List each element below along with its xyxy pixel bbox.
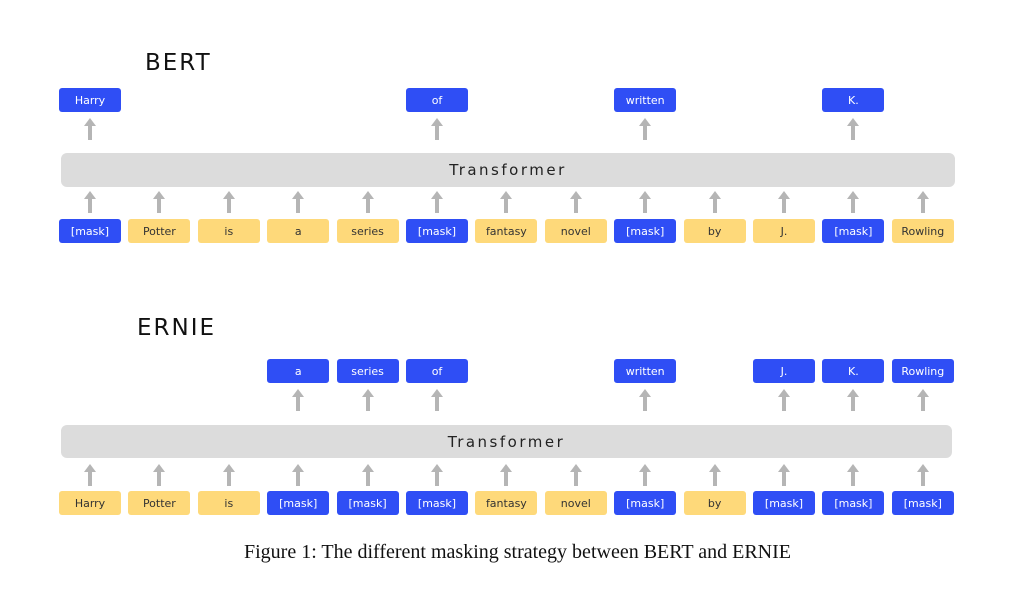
ernie-input-token: Potter — [128, 491, 191, 515]
ernie-input-token: is — [197, 491, 260, 515]
bert-input-token: is — [197, 219, 260, 243]
ernie-input-token: [mask] — [614, 491, 677, 515]
ernie-output-arrow-icon — [361, 389, 374, 411]
ernie-input-token: fantasy — [475, 491, 538, 515]
ernie-input-arrow-icon — [361, 464, 374, 486]
ernie-input-arrow-icon — [84, 464, 96, 486]
bert-output-arrow-icon — [639, 118, 652, 140]
ernie-output-token: of — [406, 359, 468, 383]
ernie-input-arrow-icon — [569, 464, 582, 486]
ernie-output-arrow-icon — [916, 389, 929, 411]
ernie-input-token: [mask] — [336, 491, 399, 515]
ernie-input-token: [mask] — [753, 491, 815, 515]
ernie-input-arrow-icon — [222, 464, 235, 486]
bert-input-arrow-icon — [500, 191, 513, 213]
ernie-output-token: a — [267, 359, 330, 383]
ernie-input-token: [mask] — [891, 491, 954, 515]
ernie-input-arrow-icon — [431, 464, 443, 486]
bert-input-arrow-icon — [916, 191, 929, 213]
ernie-input-token: [mask] — [822, 491, 885, 515]
bert-input-token: [mask] — [822, 219, 885, 243]
ernie-input-arrow-icon — [708, 464, 721, 486]
ernie-output-arrow-icon — [292, 389, 305, 411]
ernie-output-token: K. — [822, 359, 885, 383]
bert-input-arrow-icon — [847, 191, 860, 213]
ernie-output-arrow-icon — [847, 389, 860, 411]
ernie-input-token: [mask] — [406, 491, 468, 515]
bert-output-token: K. — [822, 88, 885, 112]
bert-input-token: J. — [753, 219, 815, 243]
bert-input-arrow-icon — [431, 191, 443, 213]
bert-input-token: fantasy — [475, 219, 538, 243]
ernie-input-arrow-icon — [500, 464, 513, 486]
ernie-input-arrow-icon — [778, 464, 790, 486]
bert-input-arrow-icon — [569, 191, 582, 213]
figure-caption: Figure 1: The different masking strategy… — [243, 541, 791, 563]
ernie-output-token: Rowling — [891, 359, 954, 383]
bert-input-token: Potter — [128, 219, 191, 243]
bert-input-token: a — [267, 219, 330, 243]
ernie-output-token: written — [614, 359, 677, 383]
ernie-output-token: series — [336, 359, 399, 383]
bert-transformer-block: Transformer — [61, 153, 955, 187]
bert-input-arrow-icon — [778, 191, 790, 213]
bert-output-token: of — [406, 88, 468, 112]
bert-input-token: [mask] — [59, 219, 121, 243]
ernie-input-token: [mask] — [267, 491, 330, 515]
bert-input-arrow-icon — [708, 191, 721, 213]
bert-input-arrow-icon — [222, 191, 235, 213]
ernie-transformer-block: Transformer — [61, 425, 952, 458]
ernie-input-arrow-icon — [153, 464, 166, 486]
bert-input-token: [mask] — [406, 219, 468, 243]
bert-output-arrow-icon — [431, 118, 443, 140]
ernie-output-arrow-icon — [431, 389, 443, 411]
bert-input-token: [mask] — [614, 219, 677, 243]
ernie-input-arrow-icon — [292, 464, 305, 486]
ernie-output-arrow-icon — [778, 389, 790, 411]
bert-input-token: novel — [544, 219, 607, 243]
ernie-input-token: Harry — [59, 491, 121, 515]
bert-input-arrow-icon — [84, 191, 96, 213]
bert-input-arrow-icon — [292, 191, 305, 213]
ernie-input-arrow-icon — [639, 464, 652, 486]
bert-input-arrow-icon — [639, 191, 652, 213]
ernie-input-arrow-icon — [916, 464, 929, 486]
ernie-title: ERNIE — [137, 315, 217, 341]
bert-title: BERT — [145, 50, 212, 76]
bert-input-arrow-icon — [361, 191, 374, 213]
bert-input-token: Rowling — [891, 219, 954, 243]
bert-input-token: series — [336, 219, 399, 243]
bert-output-token: written — [614, 88, 677, 112]
ernie-input-arrow-icon — [847, 464, 860, 486]
bert-output-arrow-icon — [84, 118, 96, 140]
ernie-input-token: by — [683, 491, 746, 515]
ernie-input-token: novel — [544, 491, 607, 515]
ernie-output-arrow-icon — [639, 389, 652, 411]
bert-input-token: by — [683, 219, 746, 243]
bert-input-arrow-icon — [153, 191, 166, 213]
bert-output-token: Harry — [59, 88, 121, 112]
ernie-output-token: J. — [753, 359, 815, 383]
bert-output-arrow-icon — [847, 118, 860, 140]
